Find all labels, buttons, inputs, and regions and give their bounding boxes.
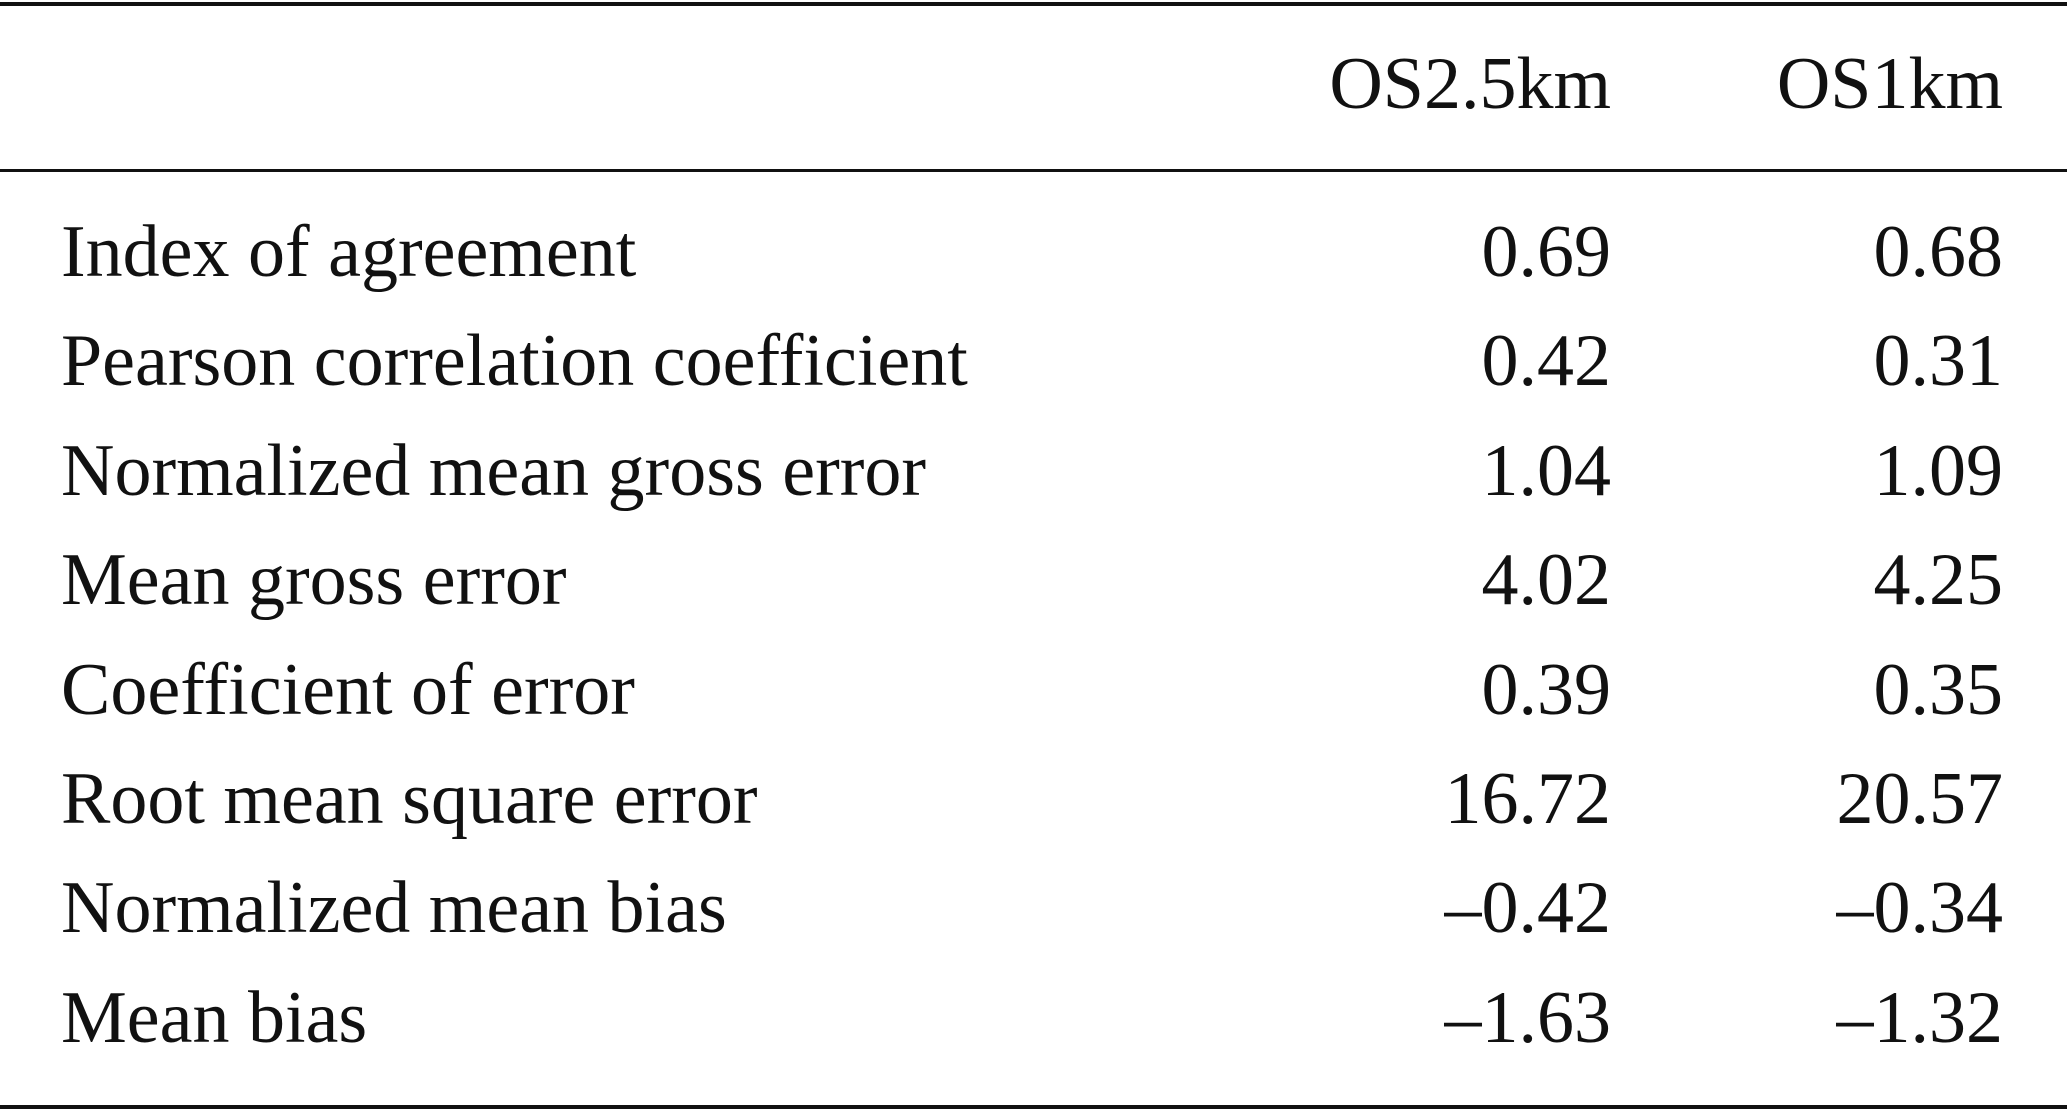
cell-value: 0.68 — [1873, 211, 2004, 293]
cell-value: 0.69 — [1481, 211, 1612, 293]
row-label: Pearson correlation coefficient — [61, 320, 968, 403]
bottom-rule — [0, 1105, 2067, 1109]
cell-value: 0.39 — [1481, 648, 1612, 731]
cell-value: 4.25 — [1873, 539, 2004, 622]
cell-value: –1.63 — [1444, 976, 1612, 1059]
row-label: Normalized mean bias — [61, 867, 727, 950]
row-label: Mean gross error — [61, 539, 567, 622]
cell-value: 1.04 — [1481, 429, 1612, 512]
cell-value: 0.31 — [1873, 320, 2004, 403]
row-label: Index of agreement — [61, 211, 637, 293]
row-label: Coefficient of error — [61, 648, 635, 731]
cell-value: 20.57 — [1836, 758, 2004, 840]
row-label: Root mean square error — [61, 758, 758, 840]
row-label: Normalized mean gross error — [61, 429, 927, 512]
cell-value: –0.42 — [1444, 867, 1612, 950]
top-rule — [0, 2, 2067, 6]
cell-value: –1.32 — [1836, 976, 2004, 1059]
cell-value: 4.02 — [1481, 539, 1612, 622]
cell-value: –0.34 — [1836, 867, 2004, 950]
row-label: Mean bias — [61, 976, 368, 1059]
cell-value: 0.42 — [1481, 320, 1612, 403]
column-header: OS1km — [1776, 43, 2003, 125]
cell-value: 0.35 — [1873, 648, 2004, 731]
column-header: OS2.5km — [1329, 43, 1611, 125]
cell-value: 16.72 — [1444, 758, 1612, 840]
mid-rule — [0, 169, 2067, 172]
cell-value: 1.09 — [1873, 429, 2004, 512]
